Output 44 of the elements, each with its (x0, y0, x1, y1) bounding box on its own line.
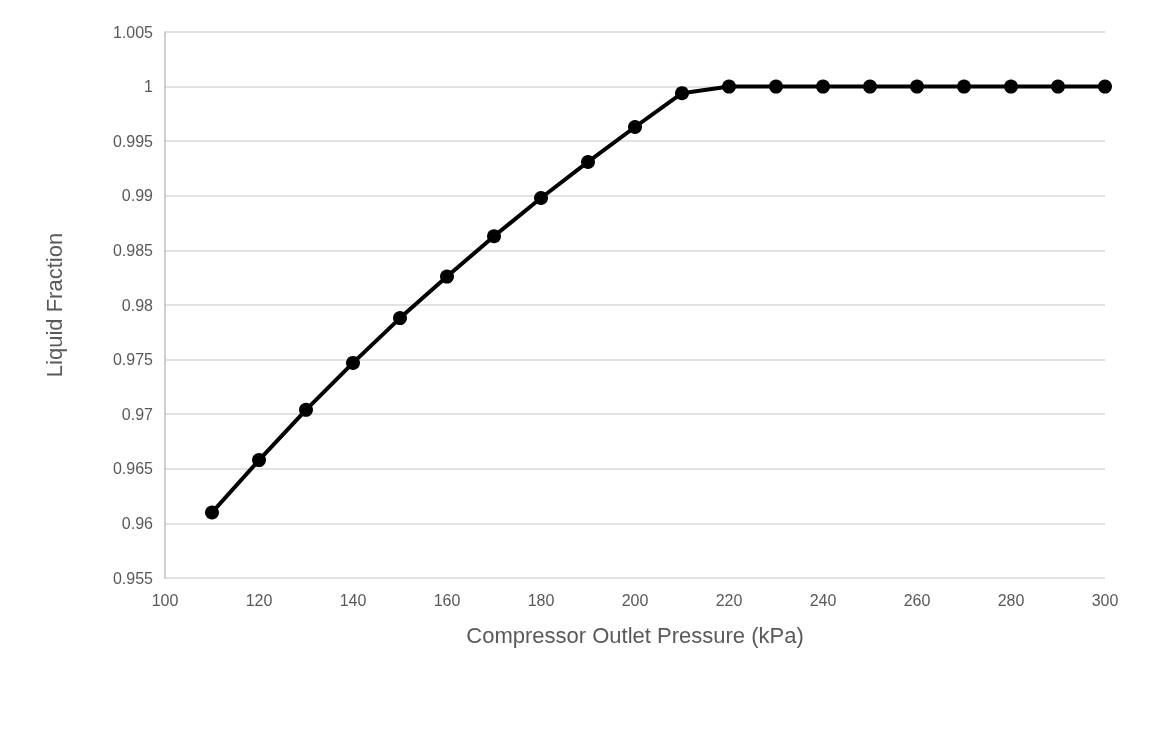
y-tick-label: 1.005 (112, 23, 154, 41)
point (1004, 79, 1018, 94)
point (1098, 79, 1112, 94)
point (205, 505, 219, 520)
point (816, 79, 830, 94)
x-tick-label: 120 (245, 591, 273, 609)
point (393, 311, 407, 326)
x-tick-label: 300 (1091, 591, 1119, 609)
point (675, 86, 689, 101)
point (957, 79, 971, 94)
point (299, 402, 313, 417)
point (487, 229, 501, 244)
y-tick-label: 0.975 (112, 351, 154, 369)
point (722, 79, 736, 94)
point (863, 79, 877, 94)
y-tick-label: 0.96 (121, 514, 154, 532)
x-tick-label: 140 (339, 591, 367, 609)
point (1051, 79, 1065, 94)
x-tick-label: 280 (997, 591, 1025, 609)
x-tick-label: 240 (809, 591, 837, 609)
y-tick-label: 0.985 (112, 241, 154, 259)
x-tick-label: 160 (433, 591, 461, 609)
point (910, 79, 924, 94)
x-tick-label: 260 (903, 591, 931, 609)
point (628, 120, 642, 134)
point (440, 269, 454, 284)
point (534, 190, 548, 205)
y-tick-label: 0.97 (121, 405, 154, 423)
x-axis-title: Compressor Outlet Pressure (kPa) (466, 622, 804, 648)
y-tick-label: 0.98 (121, 296, 154, 314)
x-tick-label: 100 (151, 591, 179, 609)
point (252, 453, 266, 468)
point (346, 355, 360, 370)
point (769, 79, 783, 94)
y-tick-label: 0.965 (112, 460, 154, 478)
x-tick-label: 200 (621, 591, 649, 609)
x-tick-label: 220 (715, 591, 743, 609)
y-tick-label: 1 (144, 78, 154, 96)
point (581, 154, 595, 169)
y-axis-title: Liquid Fraction (41, 232, 67, 378)
x-tick-label: 180 (527, 591, 555, 609)
y-tick-label: 0.99 (121, 187, 154, 205)
y-tick-label: 0.955 (112, 569, 154, 587)
y-tick-label: 0.995 (112, 132, 154, 150)
